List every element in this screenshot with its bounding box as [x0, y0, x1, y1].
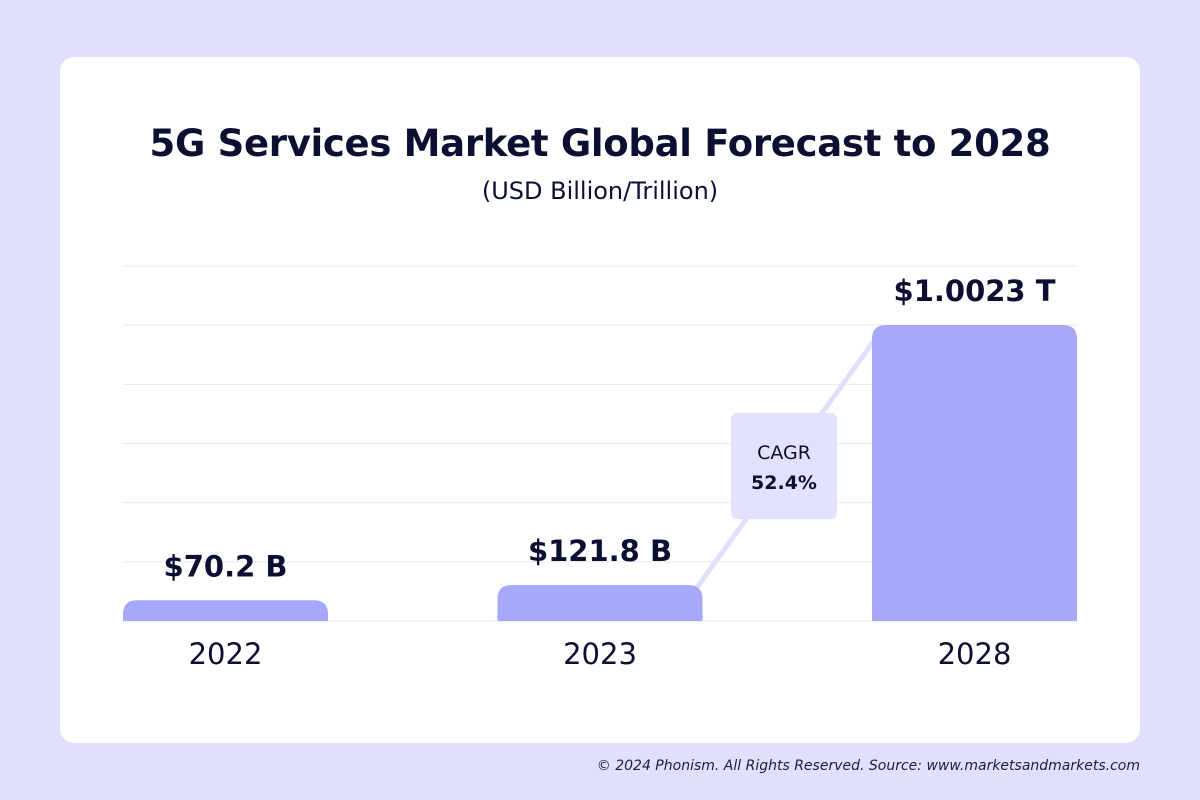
chart-title: 5G Services Market Global Forecast to 20…: [149, 122, 1051, 165]
bar-2022: [123, 600, 328, 621]
value-label-2028: $1.0023 T: [894, 274, 1056, 308]
cagr-label: CAGR: [757, 442, 811, 464]
value-label-2022: $70.2 B: [164, 549, 288, 583]
value-label-2023: $121.8 B: [528, 534, 672, 568]
bar-2023: [497, 585, 703, 621]
cagr-box: [731, 413, 837, 519]
x-tick-2023: 2023: [563, 637, 637, 671]
copyright-footer: © 2024 Phonism. All Rights Reserved. Sou…: [596, 758, 1140, 774]
x-tick-2028: 2028: [938, 637, 1012, 671]
cagr-value: 52.4%: [751, 472, 817, 494]
x-axis-ticks: 2022 2023 2028: [189, 637, 1012, 671]
value-labels: $70.2 B $121.8 B $1.0023 T: [164, 274, 1056, 583]
x-tick-2022: 2022: [189, 637, 263, 671]
chart-subtitle: (USD Billion/Trillion): [481, 177, 719, 205]
cagr-annotation: CAGR 52.4%: [731, 413, 837, 519]
bars: [123, 325, 1077, 621]
bar-2028: [872, 325, 1077, 621]
